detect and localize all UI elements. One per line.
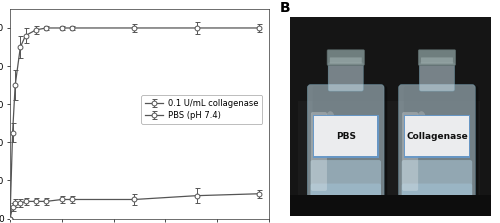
FancyBboxPatch shape (314, 116, 378, 157)
FancyBboxPatch shape (330, 58, 362, 64)
FancyBboxPatch shape (290, 17, 491, 217)
FancyBboxPatch shape (421, 58, 453, 64)
FancyBboxPatch shape (328, 63, 364, 91)
FancyBboxPatch shape (404, 115, 469, 157)
FancyBboxPatch shape (402, 184, 472, 211)
Legend: 0.1 U/mL collagenase, PBS (pH 7.4): 0.1 U/mL collagenase, PBS (pH 7.4) (141, 95, 262, 124)
Ellipse shape (326, 111, 334, 125)
FancyBboxPatch shape (313, 115, 378, 157)
FancyBboxPatch shape (298, 101, 480, 217)
FancyBboxPatch shape (290, 196, 491, 217)
FancyBboxPatch shape (398, 85, 475, 213)
Text: B: B (280, 0, 290, 14)
FancyBboxPatch shape (310, 184, 381, 211)
FancyBboxPatch shape (311, 112, 327, 191)
FancyBboxPatch shape (402, 160, 472, 211)
FancyBboxPatch shape (312, 86, 387, 214)
Text: PBS: PBS (336, 132, 356, 141)
Ellipse shape (417, 111, 426, 125)
FancyBboxPatch shape (327, 50, 364, 65)
FancyBboxPatch shape (310, 160, 381, 211)
FancyBboxPatch shape (308, 85, 384, 213)
FancyBboxPatch shape (404, 86, 478, 214)
FancyBboxPatch shape (402, 112, 418, 191)
FancyBboxPatch shape (418, 50, 456, 65)
FancyBboxPatch shape (406, 116, 468, 157)
FancyBboxPatch shape (420, 63, 454, 91)
Text: Collagenase: Collagenase (406, 132, 468, 141)
